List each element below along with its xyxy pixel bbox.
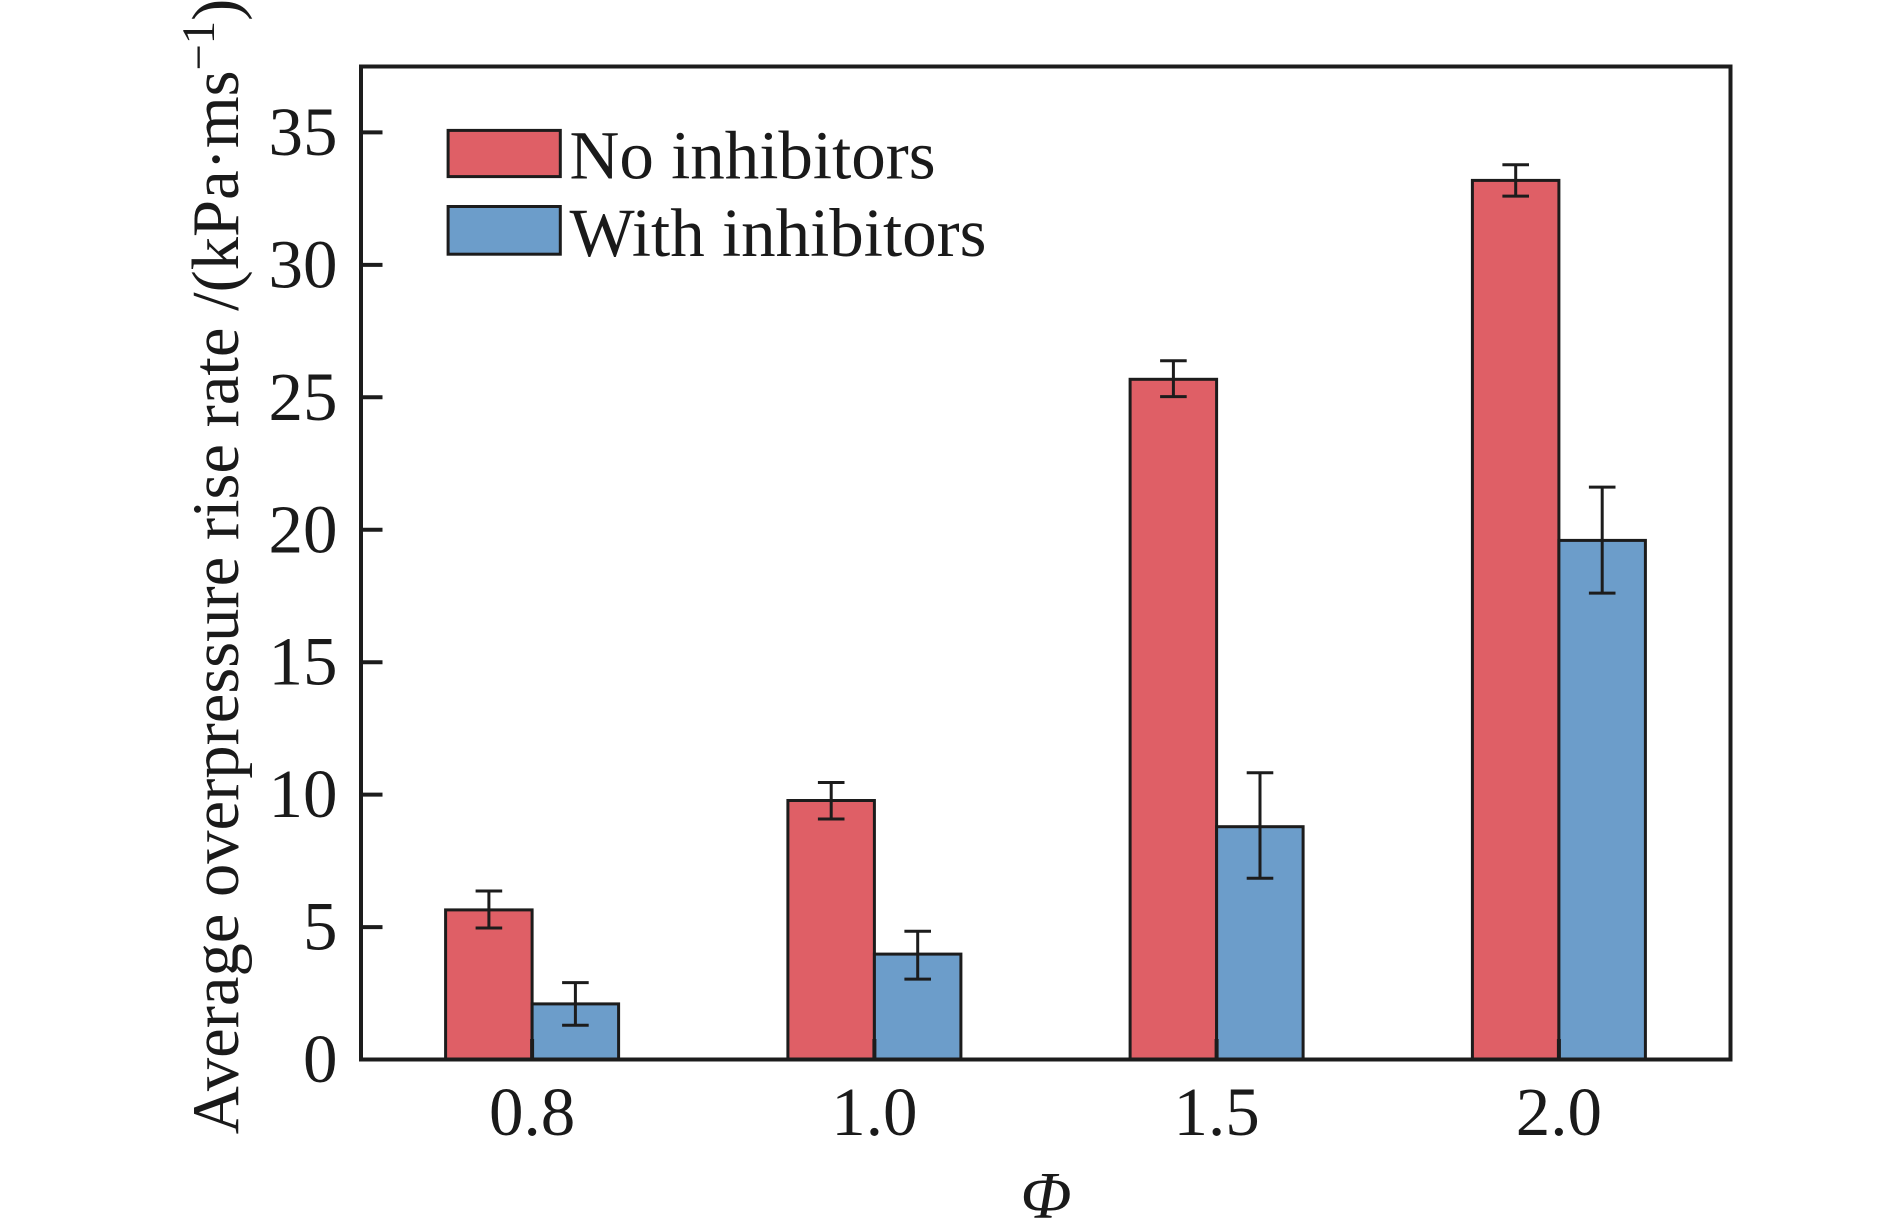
svg-text:2.0: 2.0 [1516, 1074, 1602, 1150]
svg-text:0.8: 0.8 [489, 1074, 575, 1150]
svg-text:10: 10 [269, 756, 338, 832]
svg-text:1.0: 1.0 [831, 1074, 917, 1150]
svg-text:25: 25 [269, 359, 338, 435]
svg-text:20: 20 [269, 491, 338, 567]
svg-text:No inhibitors: No inhibitors [570, 118, 936, 194]
svg-text:Φ: Φ [1020, 1159, 1071, 1231]
svg-text:15: 15 [269, 624, 338, 700]
svg-text:35: 35 [269, 94, 338, 170]
svg-text:With inhibitors: With inhibitors [570, 195, 987, 271]
svg-text:Average overpressure rise rate: Average overpressure rise rate /(kPa·ms−… [173, 0, 253, 1134]
svg-text:0: 0 [303, 1021, 338, 1097]
svg-text:30: 30 [269, 226, 338, 302]
svg-text:1.5: 1.5 [1173, 1074, 1259, 1150]
svg-text:5: 5 [303, 889, 338, 965]
